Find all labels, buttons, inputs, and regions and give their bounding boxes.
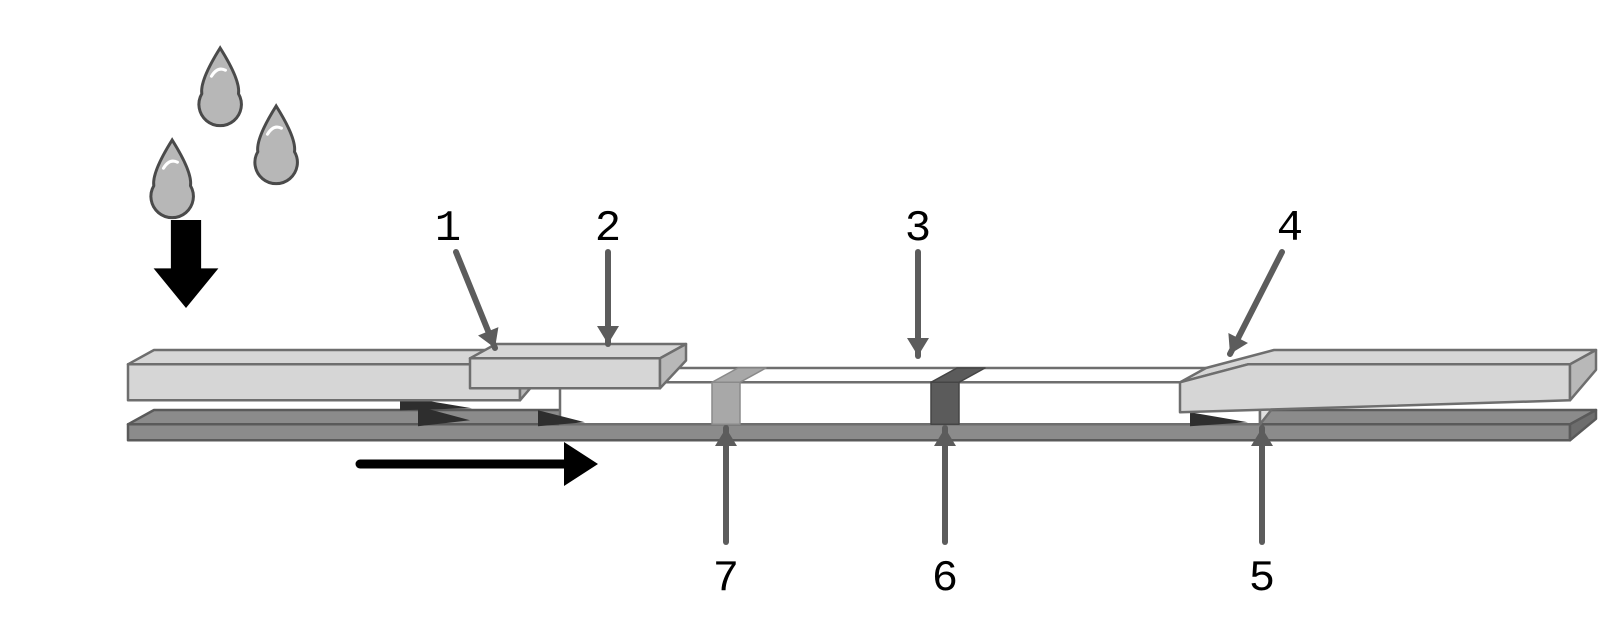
membrane-front [560, 382, 1260, 424]
callout-head [597, 326, 619, 344]
label-5: 5 [1249, 554, 1275, 604]
test-line-front [712, 382, 740, 424]
absorbent-pad [1180, 350, 1596, 412]
droplet-icon [151, 140, 194, 218]
label-2: 2 [595, 204, 621, 254]
droplet-icon [255, 106, 298, 184]
sample-front [128, 364, 520, 400]
backing-card-front [128, 424, 1570, 440]
conjugate-pad-front [470, 358, 660, 388]
flow-arrow-head [564, 442, 598, 486]
callout-head [907, 338, 929, 356]
label-4: 4 [1277, 204, 1303, 254]
label-1: 1 [435, 204, 461, 254]
absorbent-front [1180, 364, 1570, 412]
label-6: 6 [932, 554, 958, 604]
diagram-canvas: 1 2 3 4 7 6 5 [0, 0, 1622, 634]
control-line-front [931, 382, 959, 424]
droplet-icon [199, 48, 242, 126]
label-3: 3 [905, 204, 931, 254]
label-7: 7 [713, 554, 739, 604]
conjugate-pad-top [470, 344, 686, 358]
big-arrow-shape [154, 220, 219, 308]
conjugate-pad [470, 344, 686, 388]
sample-application-arrow [154, 220, 219, 308]
